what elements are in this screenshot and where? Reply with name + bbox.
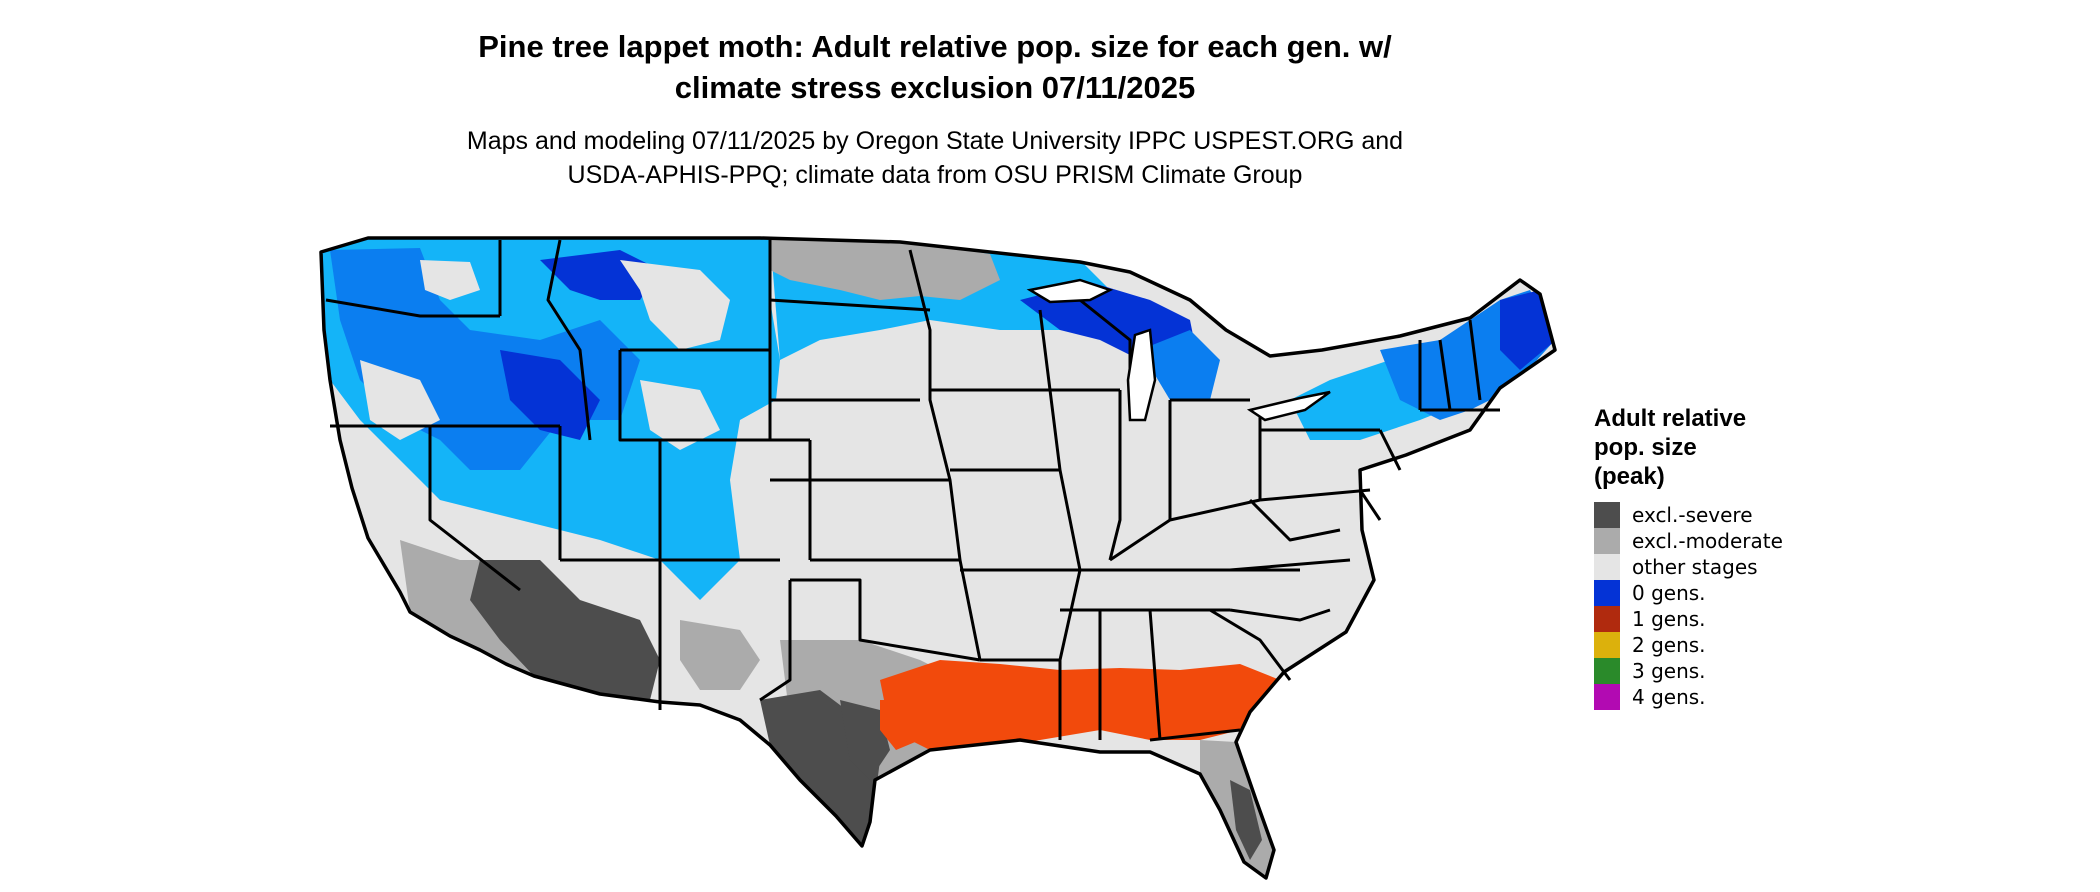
idaho-zero-gen-dark <box>500 350 600 440</box>
border-nm-tx <box>759 580 792 702</box>
legend-title: Adult relative pop. size (peak) <box>1594 404 1894 491</box>
legend-label-4-gens: 4 gens. <box>1632 685 1706 709</box>
legend-item-excl-severe: excl.-severe <box>1594 502 1894 528</box>
lake-michigan <box>1126 328 1157 422</box>
florida-excl-severe <box>1230 780 1262 860</box>
border-vt-nh <box>1438 339 1452 411</box>
legend-swatch-0-gens <box>1594 580 1620 606</box>
legend-label-1-gens: 1 gens. <box>1632 607 1706 631</box>
us-outline <box>319 236 1557 880</box>
border-sc-nc <box>1229 608 1331 622</box>
border-nc-va <box>1229 558 1351 572</box>
oregon-light-patch <box>360 360 440 440</box>
border-id-mt <box>546 239 592 441</box>
south-texas-excl-severe <box>840 700 890 780</box>
legend-item-4-gens: 4 gens. <box>1594 684 1894 710</box>
border-wa-or <box>325 298 500 318</box>
legend-label-excl-severe: excl.-severe <box>1632 503 1753 527</box>
legend-swatch-excl-severe <box>1594 502 1620 528</box>
legend-title-line-3: (peak) <box>1594 463 1665 490</box>
map-subtitle-line-1: Maps and modeling 07/11/2025 by Oregon S… <box>466 127 1404 155</box>
legend-swatch-4-gens <box>1594 684 1620 710</box>
border-wy-co <box>618 350 810 442</box>
legend-item-3-gens: 3 gens. <box>1594 658 1894 684</box>
border-pa-south <box>1259 488 1371 502</box>
border-fl-north <box>1149 728 1241 742</box>
wyoming-light-patch <box>640 380 720 450</box>
legend-label-0-gens: 0 gens. <box>1632 581 1706 605</box>
border-mississippi <box>1038 309 1082 740</box>
legend-swatch-other-stages <box>1594 554 1620 580</box>
map-title: Pine tree lappet moth: Adult relative po… <box>0 26 1870 108</box>
legend-item-excl-moderate: excl.-moderate <box>1594 528 1894 554</box>
legend-swatch-2-gens <box>1594 632 1620 658</box>
legend-swatch-3-gens <box>1594 658 1620 684</box>
map-legend: Adult relative pop. size (peak) excl.-se… <box>1594 404 1894 710</box>
washington-light-patch <box>420 260 480 300</box>
legend-title-line-2: pop. size <box>1594 434 1697 461</box>
map-title-line-1: Pine tree lappet moth: Adult relative po… <box>478 29 1392 64</box>
border-oh-ky <box>1109 498 1261 562</box>
us-map <box>319 236 1557 880</box>
border-il-in <box>1108 390 1122 561</box>
legend-item-1-gens: 1 gens. <box>1594 606 1894 632</box>
legend-label-other-stages: other stages <box>1632 555 1758 579</box>
border-ok-tx <box>790 578 981 662</box>
legend-item-0-gens: 0 gens. <box>1594 580 1894 606</box>
maine-zero-gen-dark <box>1500 290 1555 370</box>
minnesota-excl-moderate <box>770 238 1000 300</box>
border-al-ga <box>1148 609 1162 741</box>
southwest-excl-severe <box>470 560 660 700</box>
border-nd-sd <box>769 298 931 312</box>
south-texas-coast-one-gen <box>880 700 920 750</box>
gulf-coast-one-gen <box>880 660 1280 750</box>
map-subtitle: Maps and modeling 07/11/2025 by Oregon S… <box>0 124 1870 192</box>
border-md-de <box>1358 489 1382 521</box>
montana-light-patch <box>620 260 730 350</box>
legend-swatch-1-gens <box>1594 606 1620 632</box>
state-borders <box>325 239 1500 742</box>
map-subtitle-line-2: USDA-APHIS-PPQ; climate data from OSU PR… <box>567 161 1303 189</box>
border-nj-ny <box>1378 429 1402 471</box>
legend-label-excl-moderate: excl.-moderate <box>1632 529 1783 553</box>
new-mexico-excl-moderate <box>680 620 760 690</box>
lake-superior <box>1026 278 1114 304</box>
legend-label-3-gens: 3 gens. <box>1632 659 1706 683</box>
legend-title-line-1: Adult relative <box>1594 405 1747 432</box>
border-mn-west <box>908 249 982 661</box>
map-title-line-2: climate stress exclusion 07/11/2025 <box>674 70 1196 105</box>
border-ca-nv <box>428 426 521 592</box>
legend-label-2-gens: 2 gens. <box>1632 633 1706 657</box>
border-ga-sc <box>1209 608 1292 681</box>
border-va-wv <box>1248 498 1341 542</box>
legend-swatch-excl-moderate <box>1594 528 1620 554</box>
michigan-zero-gen-mid <box>1140 330 1220 400</box>
legend-item-other-stages: other stages <box>1594 554 1894 580</box>
legend-item-2-gens: 2 gens. <box>1594 632 1894 658</box>
lake-erie <box>1246 390 1331 422</box>
border-nh-me <box>1468 319 1482 401</box>
